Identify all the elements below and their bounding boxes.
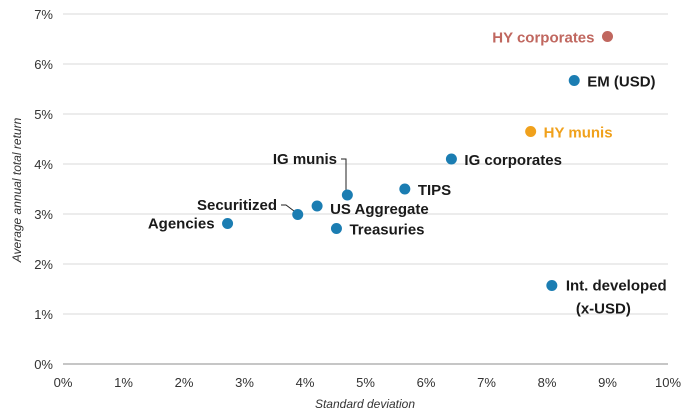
label-securitized: Securitized <box>197 197 277 214</box>
label-ig-munis: IG munis <box>273 151 337 168</box>
leader-ig-munis <box>341 158 347 191</box>
point-hy-corporates <box>602 31 613 42</box>
point-ig-corporates <box>445 153 457 165</box>
label-agencies: Agencies <box>148 216 215 233</box>
y-tick-label: 2% <box>34 257 53 272</box>
point-ig-munis <box>341 189 353 201</box>
x-tick-labels: 0% 1% 2% 3% 4% 5% 6% 7% 8% 9% 10% <box>54 375 682 390</box>
x-tick-label: 7% <box>477 375 496 390</box>
y-tick-label: 5% <box>34 107 53 122</box>
data-labels: HY corporates EM (USD) HY munis IG corporat… <box>148 30 667 318</box>
grid-lines <box>63 13 668 315</box>
y-tick-label: 1% <box>34 307 53 322</box>
point-treasuries <box>330 223 342 234</box>
x-tick-label: 4% <box>296 375 315 390</box>
label-hy-corporates: HY corporates <box>492 30 594 47</box>
label-int-developed-x-usd: Int. developed (x-USD) <box>566 278 667 318</box>
x-tick-label: 0% <box>54 375 73 390</box>
data-points <box>222 31 613 291</box>
point-agencies <box>222 218 234 229</box>
x-tick-label: 2% <box>175 375 194 390</box>
x-tick-label: 10% <box>655 375 681 390</box>
point-securitized <box>292 209 304 220</box>
label-us-aggregate: US Aggregate <box>330 201 429 218</box>
label-treasuries: Treasuries <box>349 222 424 239</box>
label-ig-corporates: IG corporates <box>464 152 562 169</box>
y-tick-label: 6% <box>34 57 53 72</box>
label-tips: TIPS <box>418 182 451 199</box>
point-int-developed-x-usd <box>546 280 558 291</box>
label-hy-munis: HY munis <box>544 125 613 142</box>
x-tick-label: 5% <box>356 375 375 390</box>
x-tick-label: 9% <box>598 375 617 390</box>
x-tick-label: 6% <box>417 375 436 390</box>
y-tick-label: 0% <box>34 357 53 372</box>
point-tips <box>399 183 411 195</box>
x-tick-label: 3% <box>235 375 254 390</box>
x-axis-title: Standard deviation <box>315 397 415 411</box>
point-hy-munis <box>525 126 537 137</box>
x-tick-label: 1% <box>114 375 133 390</box>
y-tick-labels: 0% 1% 2% 3% 4% 5% 6% 7% <box>34 7 53 372</box>
leader-securitized <box>281 204 295 212</box>
point-em-usd <box>568 75 580 86</box>
label-em-usd: EM (USD) <box>587 74 655 91</box>
y-tick-label: 3% <box>34 207 53 222</box>
y-tick-label: 7% <box>34 7 53 22</box>
x-tick-label: 8% <box>538 375 557 390</box>
point-us-aggregate <box>311 200 323 212</box>
y-tick-label: 4% <box>34 157 53 172</box>
leader-lines <box>281 158 347 212</box>
y-axis-title: Average annual total return <box>10 117 24 263</box>
